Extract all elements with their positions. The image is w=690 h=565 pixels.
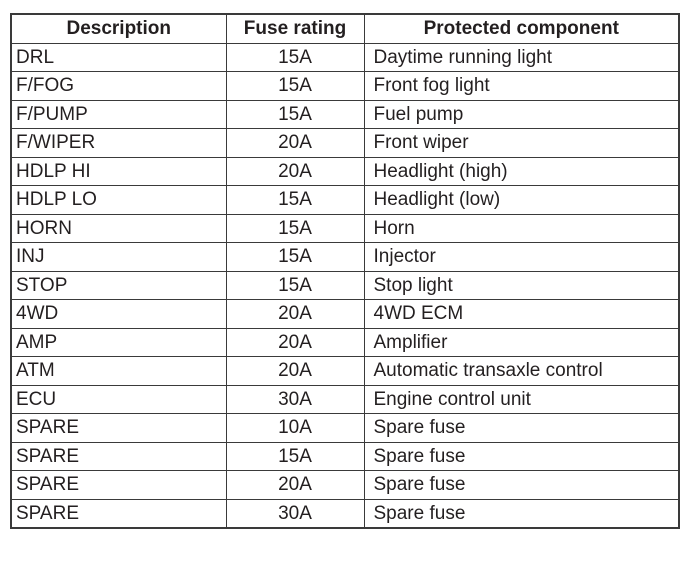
fuse-rating-cell: 30A	[225, 384, 365, 414]
fuse-rating-cell: 15A	[225, 441, 365, 471]
description-cell: ATM	[10, 356, 227, 386]
protected-component-cell: Engine control unit	[363, 384, 680, 414]
description-cell: F/FOG	[10, 71, 227, 101]
fuse-rating-cell: 15A	[225, 42, 365, 72]
protected-component-cell: Front wiper	[363, 128, 680, 158]
table-row: HDLP LO 15A Headlight (low)	[10, 185, 680, 215]
protected-component-cell: Front fog light	[363, 71, 680, 101]
description-cell: AMP	[10, 327, 227, 357]
protected-component-cell: Spare fuse	[363, 470, 680, 500]
table-row: DRL 15A Daytime running light	[10, 42, 680, 72]
table-row: F/WIPER 20A Front wiper	[10, 128, 680, 158]
table-row: HDLP HI 20A Headlight (high)	[10, 156, 680, 186]
fuse-rating-table: Description Fuse rating Protected compon…	[10, 13, 680, 529]
description-cell: 4WD	[10, 299, 227, 329]
table-row: SPARE 20A Spare fuse	[10, 470, 680, 500]
table-header: Description Fuse rating Protected compon…	[10, 13, 680, 44]
table-row: STOP 15A Stop light	[10, 270, 680, 300]
fuse-rating-cell: 10A	[225, 413, 365, 443]
fuse-rating-cell: 15A	[225, 71, 365, 101]
protected-component-cell: Automatic transaxle control	[363, 356, 680, 386]
fuse-rating-cell: 15A	[225, 185, 365, 215]
protected-component-cell: Headlight (high)	[363, 156, 680, 186]
table-row: ECU 30A Engine control unit	[10, 384, 680, 414]
description-cell: STOP	[10, 270, 227, 300]
table-body: DRL 15A Daytime running light F/FOG 15A …	[10, 42, 680, 529]
fuse-rating-cell: 20A	[225, 299, 365, 329]
protected-component-cell: Amplifier	[363, 327, 680, 357]
protected-component-cell: 4WD ECM	[363, 299, 680, 329]
header-fuse-rating: Fuse rating	[225, 13, 365, 44]
table-row: F/PUMP 15A Fuel pump	[10, 99, 680, 129]
protected-component-cell: Spare fuse	[363, 413, 680, 443]
fuse-rating-cell: 20A	[225, 327, 365, 357]
header-protected-component: Protected component	[363, 13, 680, 44]
description-cell: ECU	[10, 384, 227, 414]
description-cell: HDLP LO	[10, 185, 227, 215]
protected-component-cell: Spare fuse	[363, 441, 680, 471]
table-row: ATM 20A Automatic transaxle control	[10, 356, 680, 386]
fuse-rating-cell: 20A	[225, 128, 365, 158]
fuse-rating-cell: 20A	[225, 470, 365, 500]
description-cell: F/PUMP	[10, 99, 227, 129]
description-cell: HDLP HI	[10, 156, 227, 186]
protected-component-cell: Injector	[363, 242, 680, 272]
protected-component-cell: Headlight (low)	[363, 185, 680, 215]
fuse-rating-cell: 15A	[225, 270, 365, 300]
description-cell: DRL	[10, 42, 227, 72]
fuse-rating-cell: 30A	[225, 498, 365, 529]
fuse-rating-cell: 20A	[225, 356, 365, 386]
table-row: SPARE 15A Spare fuse	[10, 441, 680, 471]
table-row: F/FOG 15A Front fog light	[10, 71, 680, 101]
fuse-rating-cell: 15A	[225, 213, 365, 243]
protected-component-cell: Stop light	[363, 270, 680, 300]
description-cell: HORN	[10, 213, 227, 243]
header-description: Description	[10, 13, 227, 44]
description-cell: SPARE	[10, 441, 227, 471]
header-row: Description Fuse rating Protected compon…	[10, 13, 680, 44]
table-row: INJ 15A Injector	[10, 242, 680, 272]
fuse-rating-cell: 15A	[225, 242, 365, 272]
table-row: HORN 15A Horn	[10, 213, 680, 243]
table-row: SPARE 10A Spare fuse	[10, 413, 680, 443]
description-cell: SPARE	[10, 498, 227, 529]
fuse-rating-cell: 20A	[225, 156, 365, 186]
protected-component-cell: Spare fuse	[363, 498, 680, 529]
description-cell: INJ	[10, 242, 227, 272]
table-row: AMP 20A Amplifier	[10, 327, 680, 357]
protected-component-cell: Horn	[363, 213, 680, 243]
protected-component-cell: Fuel pump	[363, 99, 680, 129]
description-cell: SPARE	[10, 413, 227, 443]
description-cell: F/WIPER	[10, 128, 227, 158]
protected-component-cell: Daytime running light	[363, 42, 680, 72]
table-row: 4WD 20A 4WD ECM	[10, 299, 680, 329]
fuse-rating-cell: 15A	[225, 99, 365, 129]
table-row: SPARE 30A Spare fuse	[10, 498, 680, 529]
description-cell: SPARE	[10, 470, 227, 500]
